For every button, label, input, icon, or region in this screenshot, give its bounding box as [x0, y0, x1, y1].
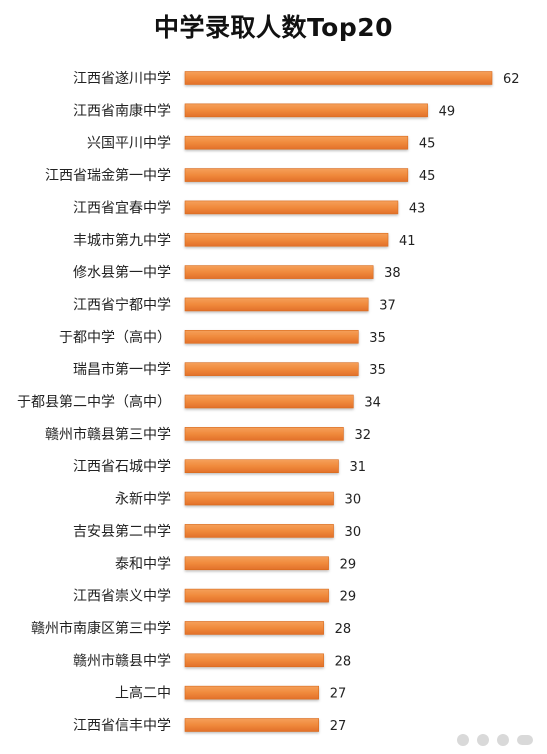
category-label: 吉安县第二中学 [73, 523, 171, 540]
category-label: 于都中学（高中） [59, 329, 171, 346]
watermark [457, 734, 533, 746]
value-label: 30 [345, 493, 362, 508]
category-label: 上高二中 [115, 685, 171, 702]
value-label: 41 [399, 234, 416, 249]
bar [184, 297, 369, 312]
watermark-dash-icon [517, 735, 533, 745]
watermark-dot-icon [457, 734, 469, 746]
value-label: 35 [369, 331, 386, 346]
bar [184, 718, 319, 732]
bar [184, 232, 389, 247]
value-label: 35 [369, 363, 386, 378]
category-label: 泰和中学 [115, 556, 171, 572]
bar [184, 362, 359, 376]
value-label: 28 [335, 622, 352, 637]
bar [184, 135, 409, 150]
category-label: 瑞昌市第一中学 [73, 361, 171, 378]
value-label: 37 [379, 298, 396, 313]
bar [184, 329, 359, 344]
bars [184, 71, 493, 732]
bar [184, 524, 334, 538]
category-labels: 江西省遂川中学江西省南康中学兴国平川中学江西省瑞金第一中学江西省宜春中学丰城市第… [17, 71, 171, 734]
category-label: 江西省崇义中学 [73, 589, 171, 605]
category-label: 修水县第一中学 [73, 264, 171, 281]
value-label: 34 [364, 396, 381, 411]
category-label: 江西省瑞金第一中学 [45, 167, 171, 184]
bar [184, 653, 324, 668]
chart-title: 中学录取人数Top20 [153, 13, 394, 42]
category-label: 江西省宁都中学 [73, 296, 171, 313]
category-label: 江西省石城中学 [73, 459, 171, 475]
category-label: 丰城市第九中学 [73, 232, 171, 249]
bar [184, 621, 324, 635]
value-label: 28 [335, 654, 352, 669]
category-label: 赣州市赣县中学 [73, 652, 171, 669]
watermark-dot-icon [497, 734, 509, 746]
value-label: 43 [409, 201, 426, 216]
value-labels: 62 49 45 45 43 41 38 37 35 35 34 32 31 30 30 29 29 28 28 27… [330, 72, 520, 734]
bar [184, 685, 319, 700]
category-label: 赣州市赣县第三中学 [45, 426, 171, 443]
category-label: 于都县第二中学（高中） [17, 394, 171, 411]
category-label: 江西省遂川中学 [73, 71, 171, 87]
value-label: 30 [345, 525, 362, 540]
bar [184, 265, 374, 279]
value-label: 49 [439, 104, 456, 119]
watermark-dot-icon [477, 734, 489, 746]
category-label: 永新中学 [115, 492, 171, 508]
category-label: 兴国平川中学 [87, 136, 171, 152]
bar [184, 394, 354, 409]
bar [184, 168, 409, 182]
value-label: 27 [330, 719, 347, 734]
bar [184, 459, 339, 474]
value-label: 31 [350, 460, 367, 475]
value-label: 45 [419, 169, 436, 184]
value-label: 62 [503, 72, 520, 87]
value-label: 29 [340, 557, 357, 572]
bar [184, 556, 329, 571]
bar [184, 588, 329, 603]
bar [184, 427, 344, 441]
bar [184, 71, 493, 85]
value-label: 29 [340, 590, 357, 605]
value-label: 27 [330, 687, 347, 702]
category-label: 赣州市南康区第三中学 [31, 620, 171, 637]
bar [184, 103, 428, 118]
value-label: 45 [419, 137, 436, 152]
value-label: 38 [384, 266, 401, 281]
bar [184, 200, 399, 215]
value-label: 32 [354, 428, 371, 443]
category-label: 江西省信丰中学 [73, 718, 171, 734]
category-label: 江西省宜春中学 [73, 200, 171, 216]
bar [184, 491, 334, 506]
category-label: 江西省南康中学 [73, 102, 171, 119]
